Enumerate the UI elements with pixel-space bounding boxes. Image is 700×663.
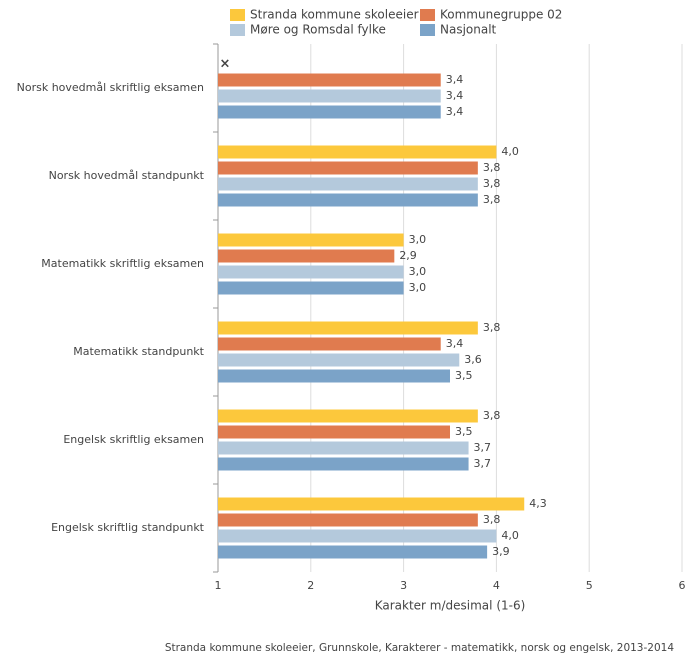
bar	[218, 265, 404, 279]
x-tick-label: 1	[215, 579, 222, 592]
value-label: 3,8	[483, 409, 501, 422]
value-label: 3,4	[446, 89, 464, 102]
value-label: 3,0	[409, 265, 427, 278]
legend-label: Kommunegruppe 02	[440, 8, 562, 22]
value-label: 3,8	[483, 177, 501, 190]
legend-swatch	[230, 9, 245, 21]
value-label: 4,0	[501, 529, 519, 542]
value-label: 4,0	[501, 145, 519, 158]
y-tick-label: Norsk hovedmål skriftlig eksamen	[17, 81, 204, 94]
value-label: 3,0	[409, 281, 427, 294]
x-tick-label: 3	[400, 579, 407, 592]
bar	[218, 457, 469, 471]
value-label: 3,5	[455, 369, 473, 382]
x-tick-label: 4	[493, 579, 500, 592]
value-label: 3,8	[483, 513, 501, 526]
legend-swatch	[420, 24, 435, 36]
legend-label: Stranda kommune skoleeier	[250, 8, 419, 22]
value-label: 3,8	[483, 321, 501, 334]
bar	[218, 233, 404, 247]
value-label: 3,9	[492, 545, 510, 558]
bar	[218, 369, 450, 383]
legend-label: Møre og Romsdal fylke	[250, 23, 386, 37]
value-label: 3,7	[474, 441, 492, 454]
bar	[218, 545, 488, 559]
value-label: 3,4	[446, 337, 464, 350]
y-tick-label: Matematikk skriftlig eksamen	[41, 257, 204, 270]
legend-label: Nasjonalt	[440, 23, 497, 37]
bar	[218, 513, 478, 527]
bar	[218, 73, 441, 87]
bar	[218, 89, 441, 103]
value-label: 3,6	[464, 353, 482, 366]
bar	[218, 425, 450, 439]
x-tick-label: 6	[679, 579, 686, 592]
bar	[218, 249, 395, 263]
bar	[218, 281, 404, 295]
y-tick-label: Engelsk skriftlig standpunkt	[51, 521, 205, 534]
value-label: 3,7	[474, 457, 492, 470]
x-tick-label: 2	[307, 579, 314, 592]
value-label: 3,0	[409, 233, 427, 246]
bar	[218, 145, 497, 159]
bar	[218, 337, 441, 351]
bar	[218, 177, 478, 191]
bar	[218, 353, 460, 367]
value-label: 2,9	[399, 249, 417, 262]
missing-marker: ×	[220, 57, 231, 72]
value-label: 3,8	[483, 161, 501, 174]
bar	[218, 409, 478, 423]
y-tick-label: Norsk hovedmål standpunkt	[49, 169, 205, 182]
y-tick-label: Engelsk skriftlig eksamen	[63, 433, 204, 446]
bar	[218, 441, 469, 455]
bar	[218, 193, 478, 207]
value-label: 3,4	[446, 105, 464, 118]
value-label: 3,5	[455, 425, 473, 438]
bar	[218, 529, 497, 543]
x-axis-title: Karakter m/desimal (1-6)	[375, 599, 526, 613]
legend-swatch	[230, 24, 245, 36]
legend-swatch	[420, 9, 435, 21]
x-tick-label: 5	[586, 579, 593, 592]
value-label: 4,3	[529, 497, 547, 510]
bar	[218, 321, 478, 335]
bar	[218, 497, 525, 511]
value-label: 3,4	[446, 73, 464, 86]
value-label: 3,8	[483, 193, 501, 206]
y-tick-label: Matematikk standpunkt	[73, 345, 204, 358]
bar	[218, 105, 441, 119]
source-note: Stranda kommune skoleeier, Grunnskole, K…	[165, 642, 674, 654]
bar	[218, 161, 478, 175]
